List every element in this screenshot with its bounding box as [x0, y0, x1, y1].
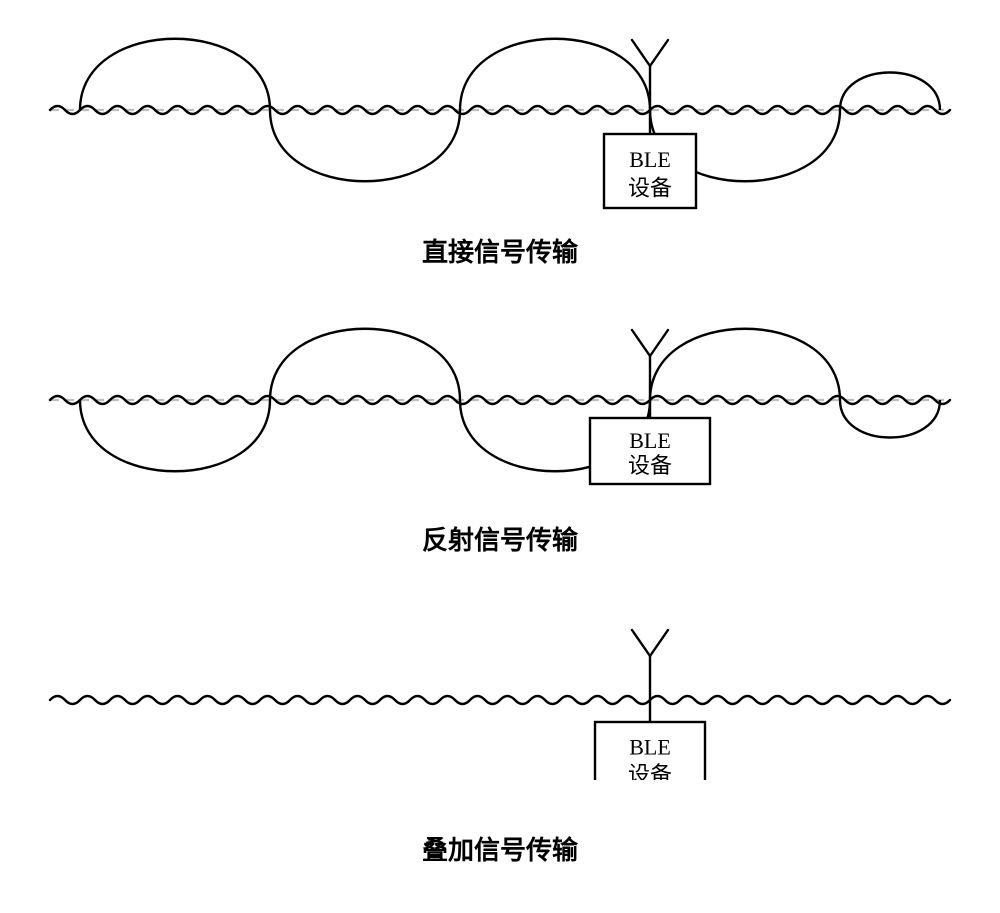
- small-wave: [50, 396, 950, 404]
- small-wave: [50, 106, 950, 114]
- caption-reflected: 反射信号传输: [0, 520, 1000, 557]
- panel-superposed: BLE 设备: [0, 620, 1000, 780]
- caption-superposed: 叠加信号传输: [0, 830, 1000, 867]
- svg-text:设备: 设备: [628, 453, 672, 478]
- caption-direct: 直接信号传输: [0, 232, 1000, 269]
- svg-text:设备: 设备: [628, 762, 672, 780]
- panel-reflected: BLE设备: [0, 300, 1000, 510]
- svg-text:设备: 设备: [628, 175, 672, 200]
- small-wave: [50, 696, 950, 704]
- svg-text:BLE: BLE: [629, 428, 671, 453]
- svg-text:BLE: BLE: [629, 147, 671, 172]
- svg-text:BLE: BLE: [629, 734, 671, 759]
- panel-direct: BLE 设备: [0, 10, 1000, 220]
